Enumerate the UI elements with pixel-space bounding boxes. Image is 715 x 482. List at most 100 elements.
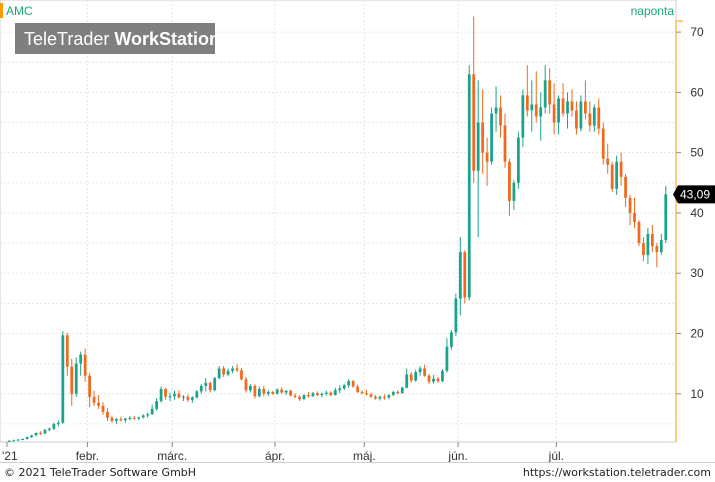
candle-body: [61, 335, 65, 423]
candle: [231, 366, 234, 374]
x-tick-label: '21: [2, 449, 18, 462]
candle-body: [369, 394, 373, 397]
candle: [347, 379, 351, 388]
interval-label[interactable]: naponta: [631, 4, 675, 18]
candle: [177, 390, 181, 399]
y-tick-label: 50: [690, 146, 704, 160]
candle: [168, 392, 172, 402]
candle: [249, 384, 252, 393]
candle-body: [235, 368, 239, 371]
candle: [664, 185, 668, 244]
candle-body: [548, 80, 552, 105]
candle-body: [436, 378, 440, 382]
candle-body: [213, 378, 217, 391]
candle: [320, 392, 324, 398]
candle-body: [450, 332, 453, 347]
candle: [61, 331, 65, 424]
candle: [391, 390, 395, 397]
x-tick-label: jún.: [447, 449, 467, 462]
candle: [235, 364, 239, 373]
candle-body: [637, 221, 641, 244]
candle: [628, 194, 632, 225]
candle: [146, 412, 150, 418]
candle: [52, 422, 56, 430]
y-tick-label: 10: [690, 387, 704, 401]
candle: [499, 95, 502, 138]
website-link[interactable]: https://workstation.teletrader.com: [522, 466, 711, 479]
candle-body: [173, 393, 176, 397]
candle-body: [110, 417, 114, 421]
candle: [405, 368, 409, 389]
candle-body: [494, 107, 498, 114]
candle-body: [92, 396, 96, 403]
candle: [83, 348, 87, 382]
candle: [485, 137, 489, 186]
candle: [512, 179, 516, 210]
candle: [508, 158, 511, 216]
x-tick-label: febr.: [76, 449, 99, 462]
candle-body: [597, 107, 601, 129]
candle-body: [619, 161, 623, 177]
candle-body: [534, 104, 538, 117]
candle: [186, 394, 190, 403]
candle: [521, 89, 525, 147]
candle-body: [48, 428, 51, 430]
candle: [106, 408, 109, 421]
candle-body: [552, 104, 556, 123]
candle-body: [516, 137, 520, 183]
candle: [543, 65, 547, 114]
candle: [289, 389, 292, 397]
candle-body: [601, 128, 605, 159]
candle-body: [454, 298, 458, 333]
candle-body: [12, 440, 16, 442]
candle: [597, 98, 601, 135]
candle: [472, 16, 476, 183]
candle: [400, 386, 404, 394]
candle-body: [387, 394, 391, 398]
candle-body: [101, 405, 105, 412]
candle-body: [633, 212, 636, 222]
candle: [552, 83, 556, 135]
x-axis: '21 febr. márc. ápr. máj. jún. júl.: [2, 442, 564, 462]
candle-body: [128, 417, 132, 419]
candle: [48, 427, 51, 432]
candle-body: [320, 393, 324, 395]
candle-body: [88, 375, 92, 397]
candle-body: [646, 234, 650, 256]
candle-body: [253, 385, 257, 397]
candle-body: [423, 368, 426, 376]
candle-body: [543, 80, 547, 108]
candle: [298, 394, 301, 402]
candle-body: [624, 176, 627, 198]
candle: [539, 92, 543, 141]
candle-body: [530, 104, 534, 111]
candle: [101, 402, 105, 415]
candle: [275, 388, 279, 395]
candle-body: [374, 396, 377, 399]
last-price-label: 43,09: [680, 187, 710, 201]
candle-body: [43, 429, 47, 434]
candle-body: [642, 243, 645, 256]
candle: [503, 113, 507, 168]
candle: [476, 80, 480, 238]
candle: [240, 367, 243, 381]
candle-body: [427, 375, 431, 382]
candle: [356, 384, 359, 394]
candle: [561, 83, 565, 117]
symbol-label[interactable]: AMC: [6, 4, 33, 18]
candle-body: [525, 95, 529, 111]
candle: [173, 390, 176, 400]
candle: [307, 391, 310, 398]
candle-body: [21, 438, 25, 440]
candle: [374, 394, 377, 400]
candle: [409, 372, 413, 383]
y-tick-label: 40: [690, 206, 704, 220]
candle-body: [391, 391, 395, 395]
candle-body: [65, 335, 69, 367]
candle: [190, 396, 194, 403]
candle: [226, 368, 230, 377]
candle-body: [508, 161, 511, 201]
candle: [387, 394, 391, 400]
candle: [280, 387, 284, 394]
candle: [619, 152, 623, 186]
